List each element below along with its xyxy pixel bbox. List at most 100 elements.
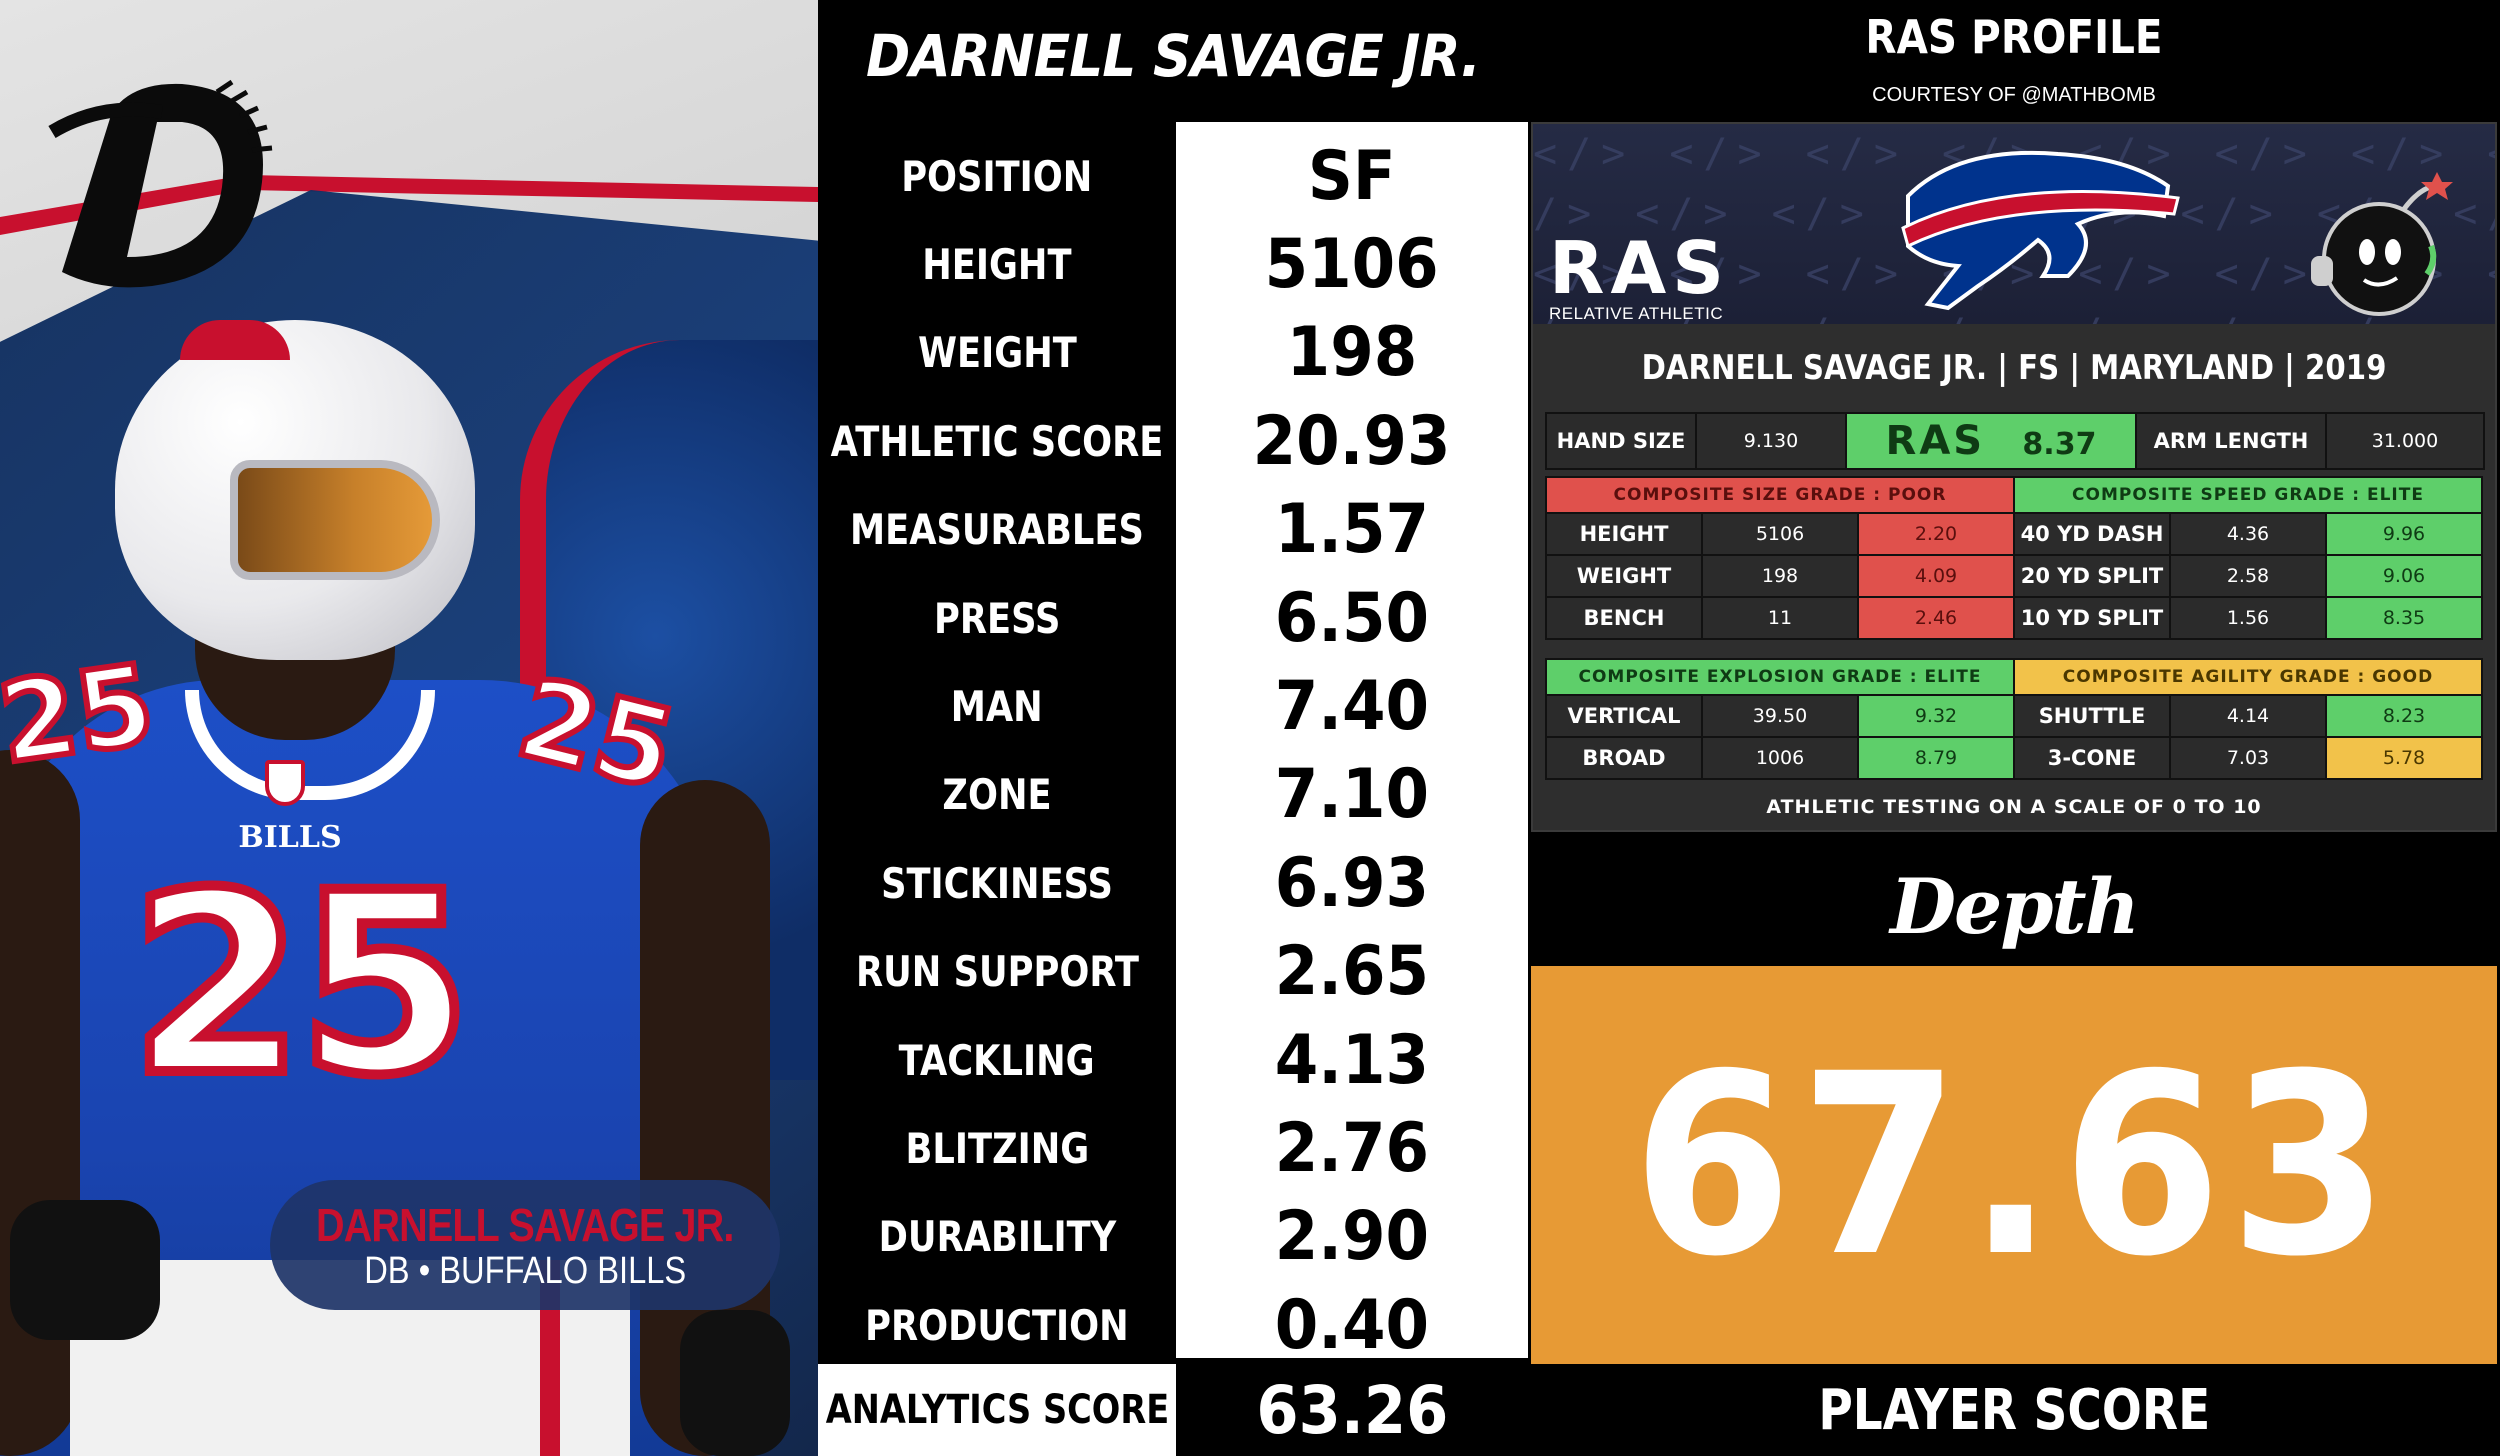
analytics-score-value: 63.26 <box>1255 1371 1449 1449</box>
stat-label: PRESS <box>933 593 1061 643</box>
ras-measure-row: WEIGHT 198 4.09 <box>1545 554 2015 598</box>
arm-length-label: ARM LENGTH <box>2135 412 2327 470</box>
ras-measure-row: HEIGHT 5106 2.20 <box>1545 512 2015 556</box>
stat-label: RUN SUPPORT <box>855 947 1139 997</box>
ras-score-cell: 2.46 <box>1857 596 2015 640</box>
ras-score-value: 8.37 <box>2022 427 2097 462</box>
stat-values-list: SF 5106 198 20.93 1.57 6.50 7.40 7.10 6.93 2.65 4.… <box>1176 132 1528 1369</box>
stat-label-row: ATHLETIC SCORE <box>818 397 1176 485</box>
ras-measure-row: 10 YD SPLIT 1.56 8.35 <box>2013 596 2483 640</box>
ras-logo-subtitle: RELATIVE ATHLETIC SCORE <box>1549 304 1724 323</box>
ras-value-cell: 1.56 <box>2169 596 2327 640</box>
stat-value: 0.40 <box>1274 1285 1430 1365</box>
ras-card: </> </> </> </> </> </> </> </> </> </>/… <box>1531 122 2497 832</box>
stat-value: 4.13 <box>1274 1020 1430 1100</box>
speed-grade-table: COMPOSITE SPEED GRADE : ELITE 40 YD DASH… <box>2013 476 2483 640</box>
stats-column: DARNELL SAVAGE JR. POSITION HEIGHT WEIGHT A… <box>818 0 1528 1456</box>
ras-label-cell: 40 YD DASH <box>2013 512 2171 556</box>
ras-score-cell: 8.35 <box>2325 596 2483 640</box>
stat-label: PRODUCTION <box>865 1300 1129 1350</box>
glove-left <box>10 1200 160 1340</box>
stat-label: STICKINESS <box>881 858 1113 908</box>
ras-measure-row: 20 YD SPLIT 2.58 9.06 <box>2013 554 2483 598</box>
player-score-label: PLAYER SCORE <box>1818 1377 2210 1443</box>
stat-label-row: TACKLING <box>818 1016 1176 1104</box>
ras-score-cell: RAS 8.37 <box>1845 412 2137 470</box>
stat-label: POSITION <box>901 151 1093 201</box>
ras-logo-text: RAS <box>1549 226 1731 310</box>
stat-labels-list: POSITION HEIGHT WEIGHT ATHLETIC SCORE MEASUR… <box>818 132 1176 1369</box>
speed-grade-header: COMPOSITE SPEED GRADE : ELITE <box>2013 476 2483 514</box>
helmet-stripe <box>180 320 290 360</box>
stat-label: WEIGHT <box>917 328 1077 378</box>
stat-value-row: 7.10 <box>1176 751 1528 839</box>
stat-value: SF <box>1308 136 1396 216</box>
jersey-team-word: BILLS <box>238 820 342 855</box>
ras-score-cell: 5.78 <box>2325 736 2483 780</box>
mathbomb-mascot-icon <box>2311 172 2453 316</box>
ras-label-cell: BENCH <box>1545 596 1703 640</box>
nfl-shield-icon <box>265 760 305 806</box>
stat-value-row: 5106 <box>1176 220 1528 308</box>
stat-value-row: 4.13 <box>1176 1016 1528 1104</box>
analytics-score-label-box: ANALYTICS SCORE <box>818 1364 1176 1456</box>
stat-label-row: POSITION <box>818 132 1176 220</box>
stat-label: DURABILITY <box>878 1212 1116 1262</box>
ras-label-cell: 10 YD SPLIT <box>2013 596 2171 640</box>
ras-value-cell: 4.14 <box>2169 694 2327 738</box>
stat-label-row: STICKINESS <box>818 839 1176 927</box>
stat-value: 7.40 <box>1274 667 1430 747</box>
stat-label-row: PRESS <box>818 574 1176 662</box>
stat-value: 7.10 <box>1274 755 1430 835</box>
buffalo-bills-logo-icon <box>1901 150 2180 311</box>
stat-label: MEASURABLES <box>850 505 1144 555</box>
depth-d-logo-icon <box>48 79 273 288</box>
ras-summary-row: HAND SIZE 9.130 RAS 8.37 ARM LENGTH 31.0… <box>1545 412 2485 470</box>
ras-score-cell: 9.32 <box>1857 694 2015 738</box>
ras-score-cell: 8.23 <box>2325 694 2483 738</box>
stat-value: 2.76 <box>1274 1108 1430 1188</box>
ras-score-cell: 9.96 <box>2325 512 2483 556</box>
ras-value-cell: 39.50 <box>1701 694 1859 738</box>
ras-label-cell: 3-CONE <box>2013 736 2171 780</box>
stat-value-row: 7.40 <box>1176 662 1528 750</box>
depth-logo-word: Depth <box>1890 862 2140 951</box>
ras-measure-row: VERTICAL 39.50 9.32 <box>1545 694 2015 738</box>
ras-value-cell: 198 <box>1701 554 1859 598</box>
player-score-label-box: PLAYER SCORE <box>1528 1364 2500 1456</box>
helmet-visor <box>230 460 440 580</box>
stat-label: ATHLETIC SCORE <box>830 416 1164 466</box>
shoulder-number-left: 25 <box>0 637 164 791</box>
stat-label-row: WEIGHT <box>818 309 1176 397</box>
player-image: 25 25 BILLS 25 <box>0 320 790 1456</box>
ras-label-cell: BROAD <box>1545 736 1703 780</box>
stat-value: 198 <box>1286 313 1418 393</box>
ras-label-cell: WEIGHT <box>1545 554 1703 598</box>
ras-score-cell: 4.09 <box>1857 554 2015 598</box>
stat-value: 5106 <box>1264 225 1440 305</box>
stat-label-row: BLITZING <box>818 1104 1176 1192</box>
ras-value-cell: 4.36 <box>2169 512 2327 556</box>
player-name-badge: DARNELL SAVAGE JR. DB • BUFFALO BILLS <box>270 1180 780 1310</box>
depth-logo: Depth <box>1528 838 2500 968</box>
ras-value-cell: 5106 <box>1701 512 1859 556</box>
stat-value-row: 6.50 <box>1176 574 1528 662</box>
hand-size-label: HAND SIZE <box>1545 412 1697 470</box>
glove-right <box>680 1310 790 1456</box>
ras-score-cell: 8.79 <box>1857 736 2015 780</box>
ras-measure-row: SHUTTLE 4.14 8.23 <box>2013 694 2483 738</box>
ras-measure-row: 3-CONE 7.03 5.78 <box>2013 736 2483 780</box>
stat-label-row: MAN <box>818 662 1176 750</box>
ras-measure-row: BENCH 11 2.46 <box>1545 596 2015 640</box>
stat-value: 2.90 <box>1274 1197 1430 1277</box>
analytics-score-label: ANALYTICS SCORE <box>825 1387 1169 1433</box>
stat-value-row: 2.65 <box>1176 928 1528 1016</box>
stat-label: HEIGHT <box>922 240 1072 290</box>
ras-measure-row: BROAD 1006 8.79 <box>1545 736 2015 780</box>
hand-size-value: 9.130 <box>1695 412 1847 470</box>
player-title: DARNELL SAVAGE JR. <box>866 22 1481 90</box>
agility-grade-table: COMPOSITE AGILITY GRADE : GOOD SHUTTLE 4.… <box>2013 658 2483 780</box>
stat-label-row: PRODUCTION <box>818 1281 1176 1369</box>
analytics-score-value-box: 63.26 <box>1176 1364 1528 1456</box>
stat-value: 6.50 <box>1274 578 1430 658</box>
